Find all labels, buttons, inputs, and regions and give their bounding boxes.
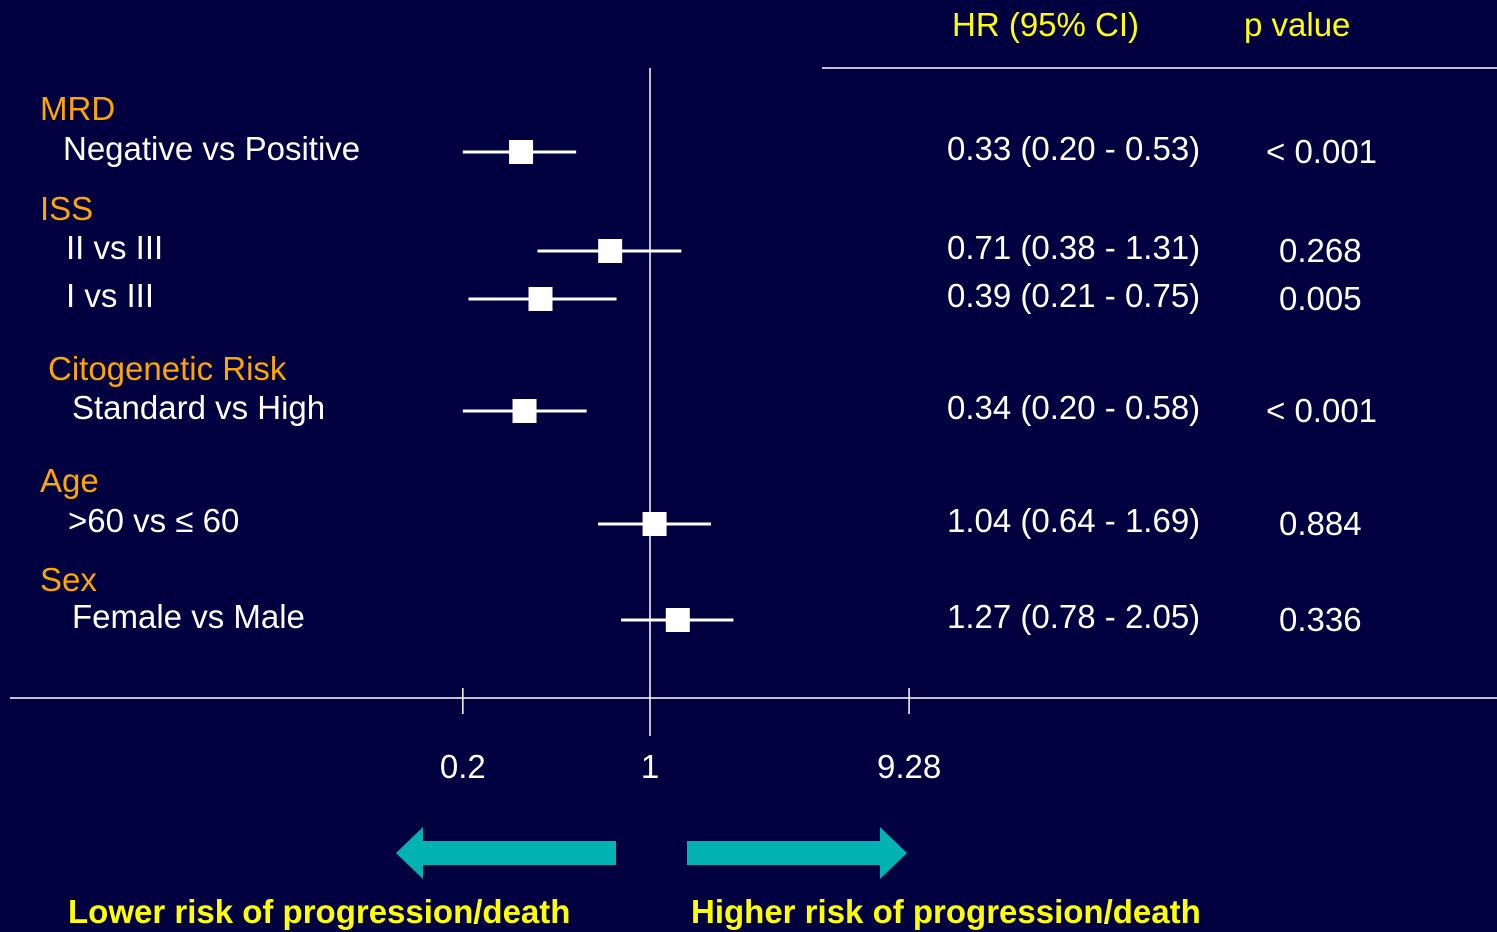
row-label: II vs III bbox=[66, 229, 163, 266]
hr-ci-value: 0.33 (0.20 - 0.53) bbox=[947, 130, 1200, 167]
p-value: 0.268 bbox=[1279, 232, 1362, 269]
row-label: >60 vs ≤ 60 bbox=[68, 502, 239, 539]
hr-point-marker bbox=[528, 287, 553, 311]
row-label: Negative vs Positive bbox=[63, 130, 360, 167]
row-label: I vs III bbox=[66, 277, 154, 314]
row-label: Female vs Male bbox=[72, 598, 305, 635]
hr-ci-value: 0.39 (0.21 - 0.75) bbox=[947, 277, 1200, 314]
hr-point-marker bbox=[509, 140, 534, 164]
hr-point-marker bbox=[512, 399, 537, 423]
hr-point-marker bbox=[642, 512, 667, 536]
group-label: Citogenetic Risk bbox=[48, 350, 287, 387]
p-value: 0.336 bbox=[1279, 601, 1362, 638]
left-arrow-icon bbox=[396, 827, 616, 879]
row-label: Standard vs High bbox=[72, 389, 325, 426]
hr-ci-value: 1.04 (0.64 - 1.69) bbox=[947, 502, 1200, 539]
hr-ci-value: 0.71 (0.38 - 1.31) bbox=[947, 229, 1200, 266]
group-label: Age bbox=[40, 462, 99, 499]
x-axis-ticks: 0.2 1 9.28 bbox=[440, 688, 941, 785]
higher-risk-label: Higher risk of progression/death bbox=[691, 893, 1201, 930]
hr-point-marker bbox=[598, 239, 623, 263]
group-label: MRD bbox=[40, 90, 115, 127]
group-label: Sex bbox=[40, 561, 97, 598]
lower-risk-label: Lower risk of progression/death bbox=[68, 893, 570, 930]
p-value: < 0.001 bbox=[1266, 392, 1377, 429]
p-value: 0.005 bbox=[1279, 280, 1362, 317]
right-arrow-icon bbox=[687, 827, 907, 879]
x-tick-label: 1 bbox=[641, 748, 659, 785]
hr-ci-value: 0.34 (0.20 - 0.58) bbox=[947, 389, 1200, 426]
hr-ci-value: 1.27 (0.78 - 2.05) bbox=[947, 598, 1200, 635]
x-tick-label: 9.28 bbox=[877, 748, 941, 785]
hr-point-marker bbox=[665, 608, 690, 632]
hr-column-header: HR (95% CI) bbox=[952, 6, 1139, 43]
p-value: 0.884 bbox=[1279, 505, 1362, 542]
x-tick-label: 0.2 bbox=[440, 748, 486, 785]
p-value-column-header: p value bbox=[1244, 6, 1350, 43]
p-value: < 0.001 bbox=[1266, 133, 1377, 170]
group-label: ISS bbox=[40, 190, 93, 227]
